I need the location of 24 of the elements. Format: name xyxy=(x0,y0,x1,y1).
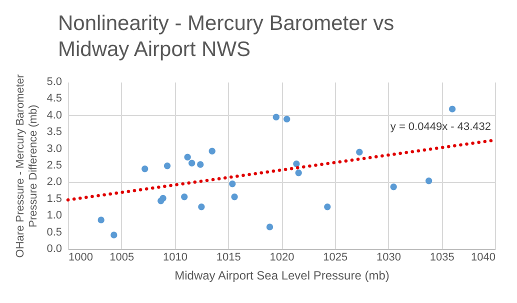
y-tick-label: 5.0 xyxy=(46,76,62,88)
annotation: y = 0.0449x - 43.432 xyxy=(390,121,491,134)
x-tick-label: 1000 xyxy=(68,252,93,264)
y-tick-label: 4.0 xyxy=(46,109,62,122)
x-tick-label: 1030 xyxy=(376,252,401,264)
y-tick-label: 1.0 xyxy=(46,210,62,222)
x-tick-label: 1025 xyxy=(323,252,348,264)
x-tick-label: 1010 xyxy=(163,252,188,264)
x-tick-label: 1035 xyxy=(430,252,454,264)
x-tick-label: 1015 xyxy=(216,252,241,264)
y-tick-label: 2.0 xyxy=(46,176,62,188)
y-axis-title: OHare Pressure - Mercury Barometer Pressure Difference (mb) xyxy=(14,74,40,258)
y-tick-label: 1.5 xyxy=(46,192,62,205)
y-tick-label: 2.5 xyxy=(46,160,62,172)
y-tick-label: 3.0 xyxy=(46,142,62,155)
y-tick-label: 3.5 xyxy=(46,126,62,138)
x-tick-label: 1020 xyxy=(270,252,294,264)
y-tick-label: 0.0 xyxy=(46,243,62,255)
y-tick-label: 0.5 xyxy=(46,226,62,238)
x-axis-title: Midway Airport Sea Level Pressure (mb) xyxy=(174,268,390,282)
x-tick-label: 1040 xyxy=(471,252,496,264)
x-tick-label: 1005 xyxy=(110,252,134,264)
chart-title: Nonlinearity - Mercury Barometer vs Midway Airport NWS xyxy=(58,12,394,61)
y-tick-label: 4.5 xyxy=(46,92,62,105)
